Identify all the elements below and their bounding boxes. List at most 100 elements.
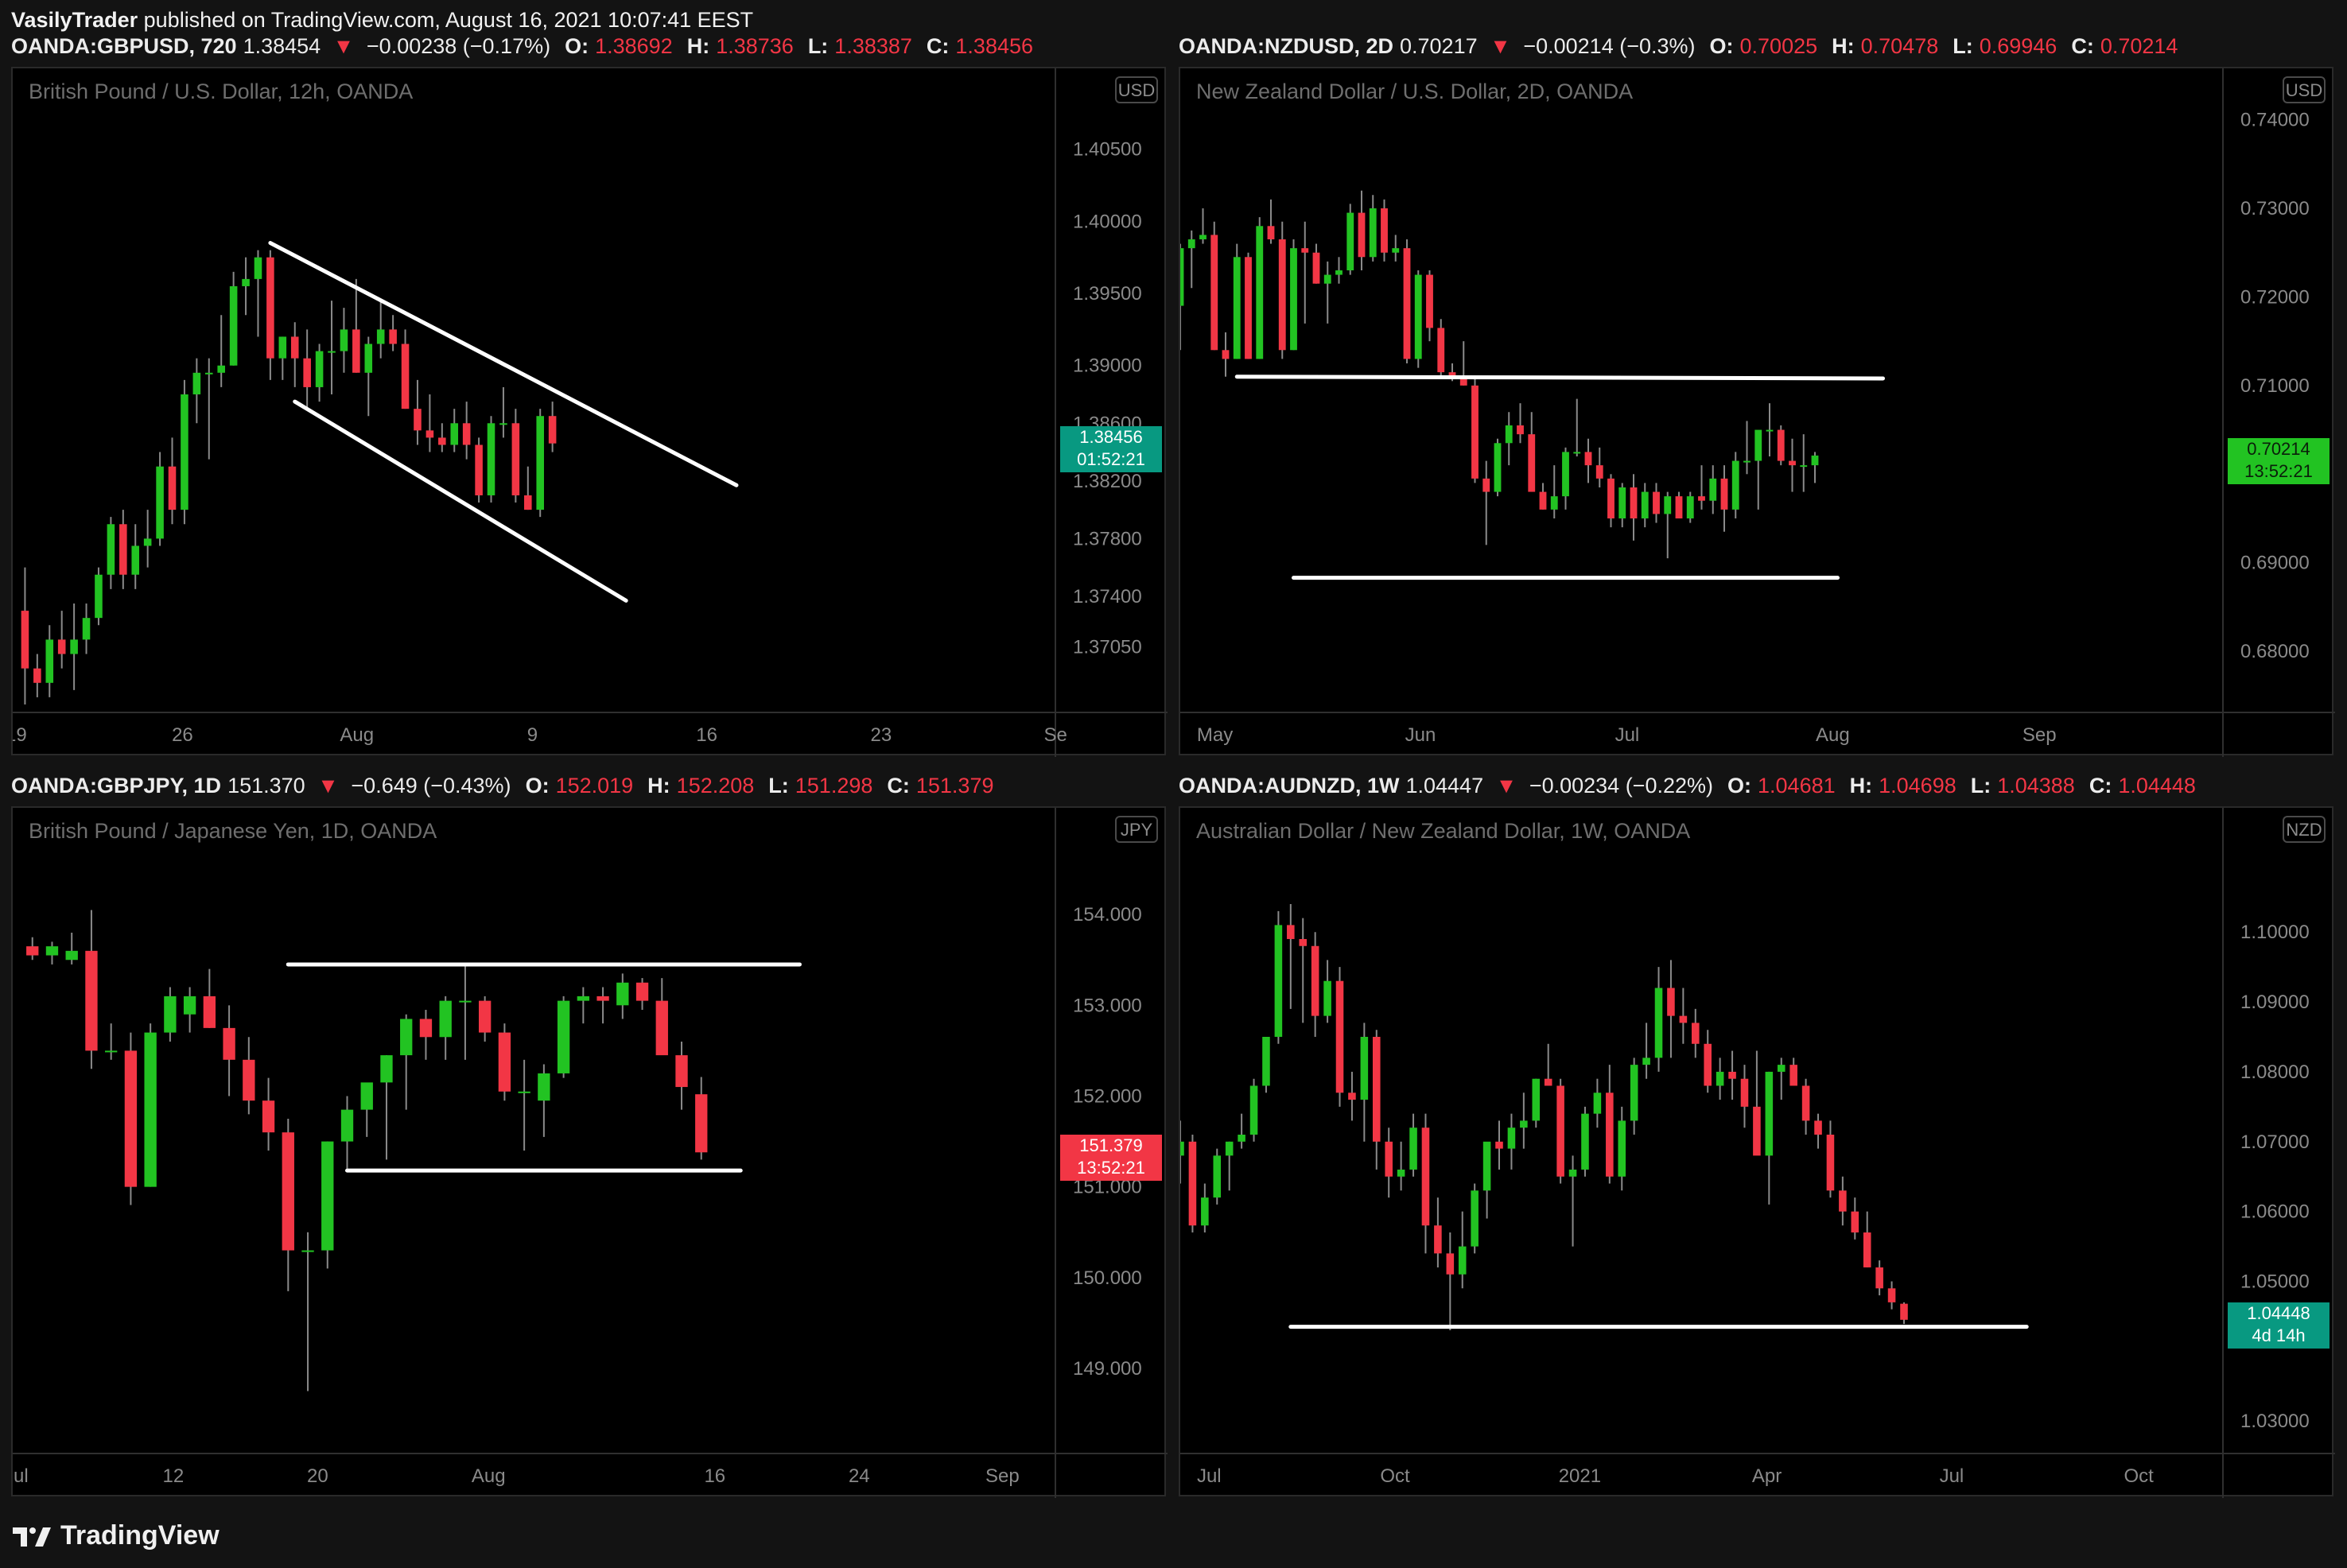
y-tick-label: 1.39000 xyxy=(1073,355,1142,377)
last-price: 1.04447 xyxy=(1405,774,1484,798)
candle xyxy=(1573,452,1581,454)
currency-button[interactable]: USD xyxy=(2283,76,2326,103)
trendline[interactable] xyxy=(268,241,739,487)
chart-panel[interactable]: 0.740000.730000.720000.710000.700000.690… xyxy=(1179,67,2335,757)
down-arrow-icon: ▼ xyxy=(1483,34,1517,58)
chart-panel[interactable]: 1.40500 1.40000 1.39500 1.39000 1.38600 1.382… xyxy=(11,67,1168,757)
close-label: C: xyxy=(2089,774,2112,798)
y-tick-label: 1.37400 xyxy=(1073,586,1142,607)
candle xyxy=(1210,235,1218,351)
candle xyxy=(95,574,103,619)
candle xyxy=(266,257,274,359)
candle xyxy=(1256,226,1264,359)
candle xyxy=(1765,1071,1774,1156)
price-change: −0.649 (−0.43%) xyxy=(351,774,511,798)
candle xyxy=(1686,496,1694,518)
candle xyxy=(1887,1288,1896,1302)
close-label: C: xyxy=(887,774,910,798)
candle xyxy=(204,372,213,375)
candle xyxy=(1630,1065,1638,1121)
candle xyxy=(301,1250,314,1252)
candle xyxy=(1346,212,1354,270)
currency-button[interactable]: NZD xyxy=(2283,816,2326,843)
y-tick-label: 0.71000 xyxy=(2240,375,2310,397)
y-tick-label: 0.72000 xyxy=(2240,286,2310,308)
candle xyxy=(1459,376,1467,386)
high-label: H: xyxy=(647,774,670,798)
trendline[interactable] xyxy=(1234,375,1885,381)
candle xyxy=(635,982,649,1001)
low-value: 151.298 xyxy=(795,774,873,798)
candle xyxy=(596,996,609,1001)
candle xyxy=(425,430,434,438)
y-tick-label: 1.03000 xyxy=(2240,1411,2310,1432)
candle xyxy=(1667,988,1675,1016)
price-change: −0.00238 (−0.17%) xyxy=(366,34,551,58)
candle xyxy=(1385,1141,1393,1177)
tradingview-icon xyxy=(13,1527,51,1547)
candle xyxy=(1641,491,1649,518)
candle xyxy=(1584,452,1592,466)
y-tick-label: 1.38200 xyxy=(1073,471,1142,492)
tradingview-logo[interactable]: TradingView xyxy=(11,1520,220,1551)
low-label: L: xyxy=(1953,34,1973,58)
x-tick-label: 19 xyxy=(13,724,27,746)
trendline[interactable] xyxy=(293,399,628,603)
x-tick-label: Oct xyxy=(2124,1465,2154,1487)
low-value: 1.04388 xyxy=(1997,774,2075,798)
chart-panel[interactable]: 1.10000 1.09000 1.08000 1.07000 1.06000 1.050… xyxy=(1179,806,2335,1498)
y-tick-label: 152.000 xyxy=(1073,1085,1142,1107)
candle xyxy=(1381,208,1388,253)
x-tick-label: 16 xyxy=(696,724,717,746)
candle xyxy=(1222,350,1230,359)
candle xyxy=(655,1000,668,1056)
low-value: 0.69946 xyxy=(1979,34,2058,58)
down-arrow-icon: ▼ xyxy=(311,774,345,798)
currency-button[interactable]: JPY xyxy=(1115,816,1158,843)
close-label: C: xyxy=(926,34,950,58)
candle xyxy=(315,351,324,387)
symbol-name[interactable]: OANDA:GBPJPY, 1D xyxy=(11,774,222,798)
author-name[interactable]: VasilyTrader xyxy=(11,8,138,32)
x-tick-label: Jun xyxy=(1405,724,1436,746)
candle xyxy=(1863,1232,1871,1267)
candle xyxy=(1199,235,1207,239)
symbol-name[interactable]: OANDA:GBPUSD, 720 xyxy=(11,34,237,58)
candle xyxy=(57,639,66,654)
candle xyxy=(1372,1036,1381,1142)
candle xyxy=(1814,1120,1822,1135)
candle xyxy=(450,423,459,445)
candle xyxy=(1539,491,1547,510)
candle xyxy=(1369,208,1377,258)
candle xyxy=(340,329,348,351)
y-tick-label: 1.40000 xyxy=(1073,211,1142,232)
candle xyxy=(1187,239,1195,249)
chart-panel[interactable]: 154.000153.000152.000151.379151.000150.0… xyxy=(11,806,1168,1498)
candle xyxy=(164,996,177,1033)
candle xyxy=(695,1094,708,1153)
candle xyxy=(1875,1267,1883,1289)
x-tick-label: Sep xyxy=(985,1465,1020,1487)
candle xyxy=(1642,1058,1650,1065)
candle xyxy=(1720,478,1728,510)
symbol-name[interactable]: OANDA:AUDNZD, 1W xyxy=(1179,774,1400,798)
down-arrow-icon: ▼ xyxy=(1490,774,1523,798)
chart-svg: 154.000153.000152.000151.379151.000150.0… xyxy=(13,808,1168,1498)
candle xyxy=(1532,1078,1541,1121)
candle xyxy=(1397,1169,1405,1177)
candle xyxy=(1630,487,1638,518)
candle xyxy=(1299,938,1308,946)
symbol-name[interactable]: OANDA:NZDUSD, 2D xyxy=(1179,34,1393,58)
price-change: −0.00234 (−0.22%) xyxy=(1529,774,1714,798)
candle xyxy=(254,257,262,279)
candle xyxy=(21,611,29,669)
x-tick-label: Aug xyxy=(340,724,374,746)
high-value: 1.38736 xyxy=(716,34,794,58)
currency-button[interactable]: USD xyxy=(1115,76,1158,103)
low-label: L: xyxy=(807,34,829,58)
candle xyxy=(1704,1043,1712,1086)
candle xyxy=(1437,328,1445,373)
x-tick-label: Apr xyxy=(1752,1465,1782,1487)
x-tick-label: Jul xyxy=(1197,1465,1222,1487)
candle xyxy=(414,409,422,431)
